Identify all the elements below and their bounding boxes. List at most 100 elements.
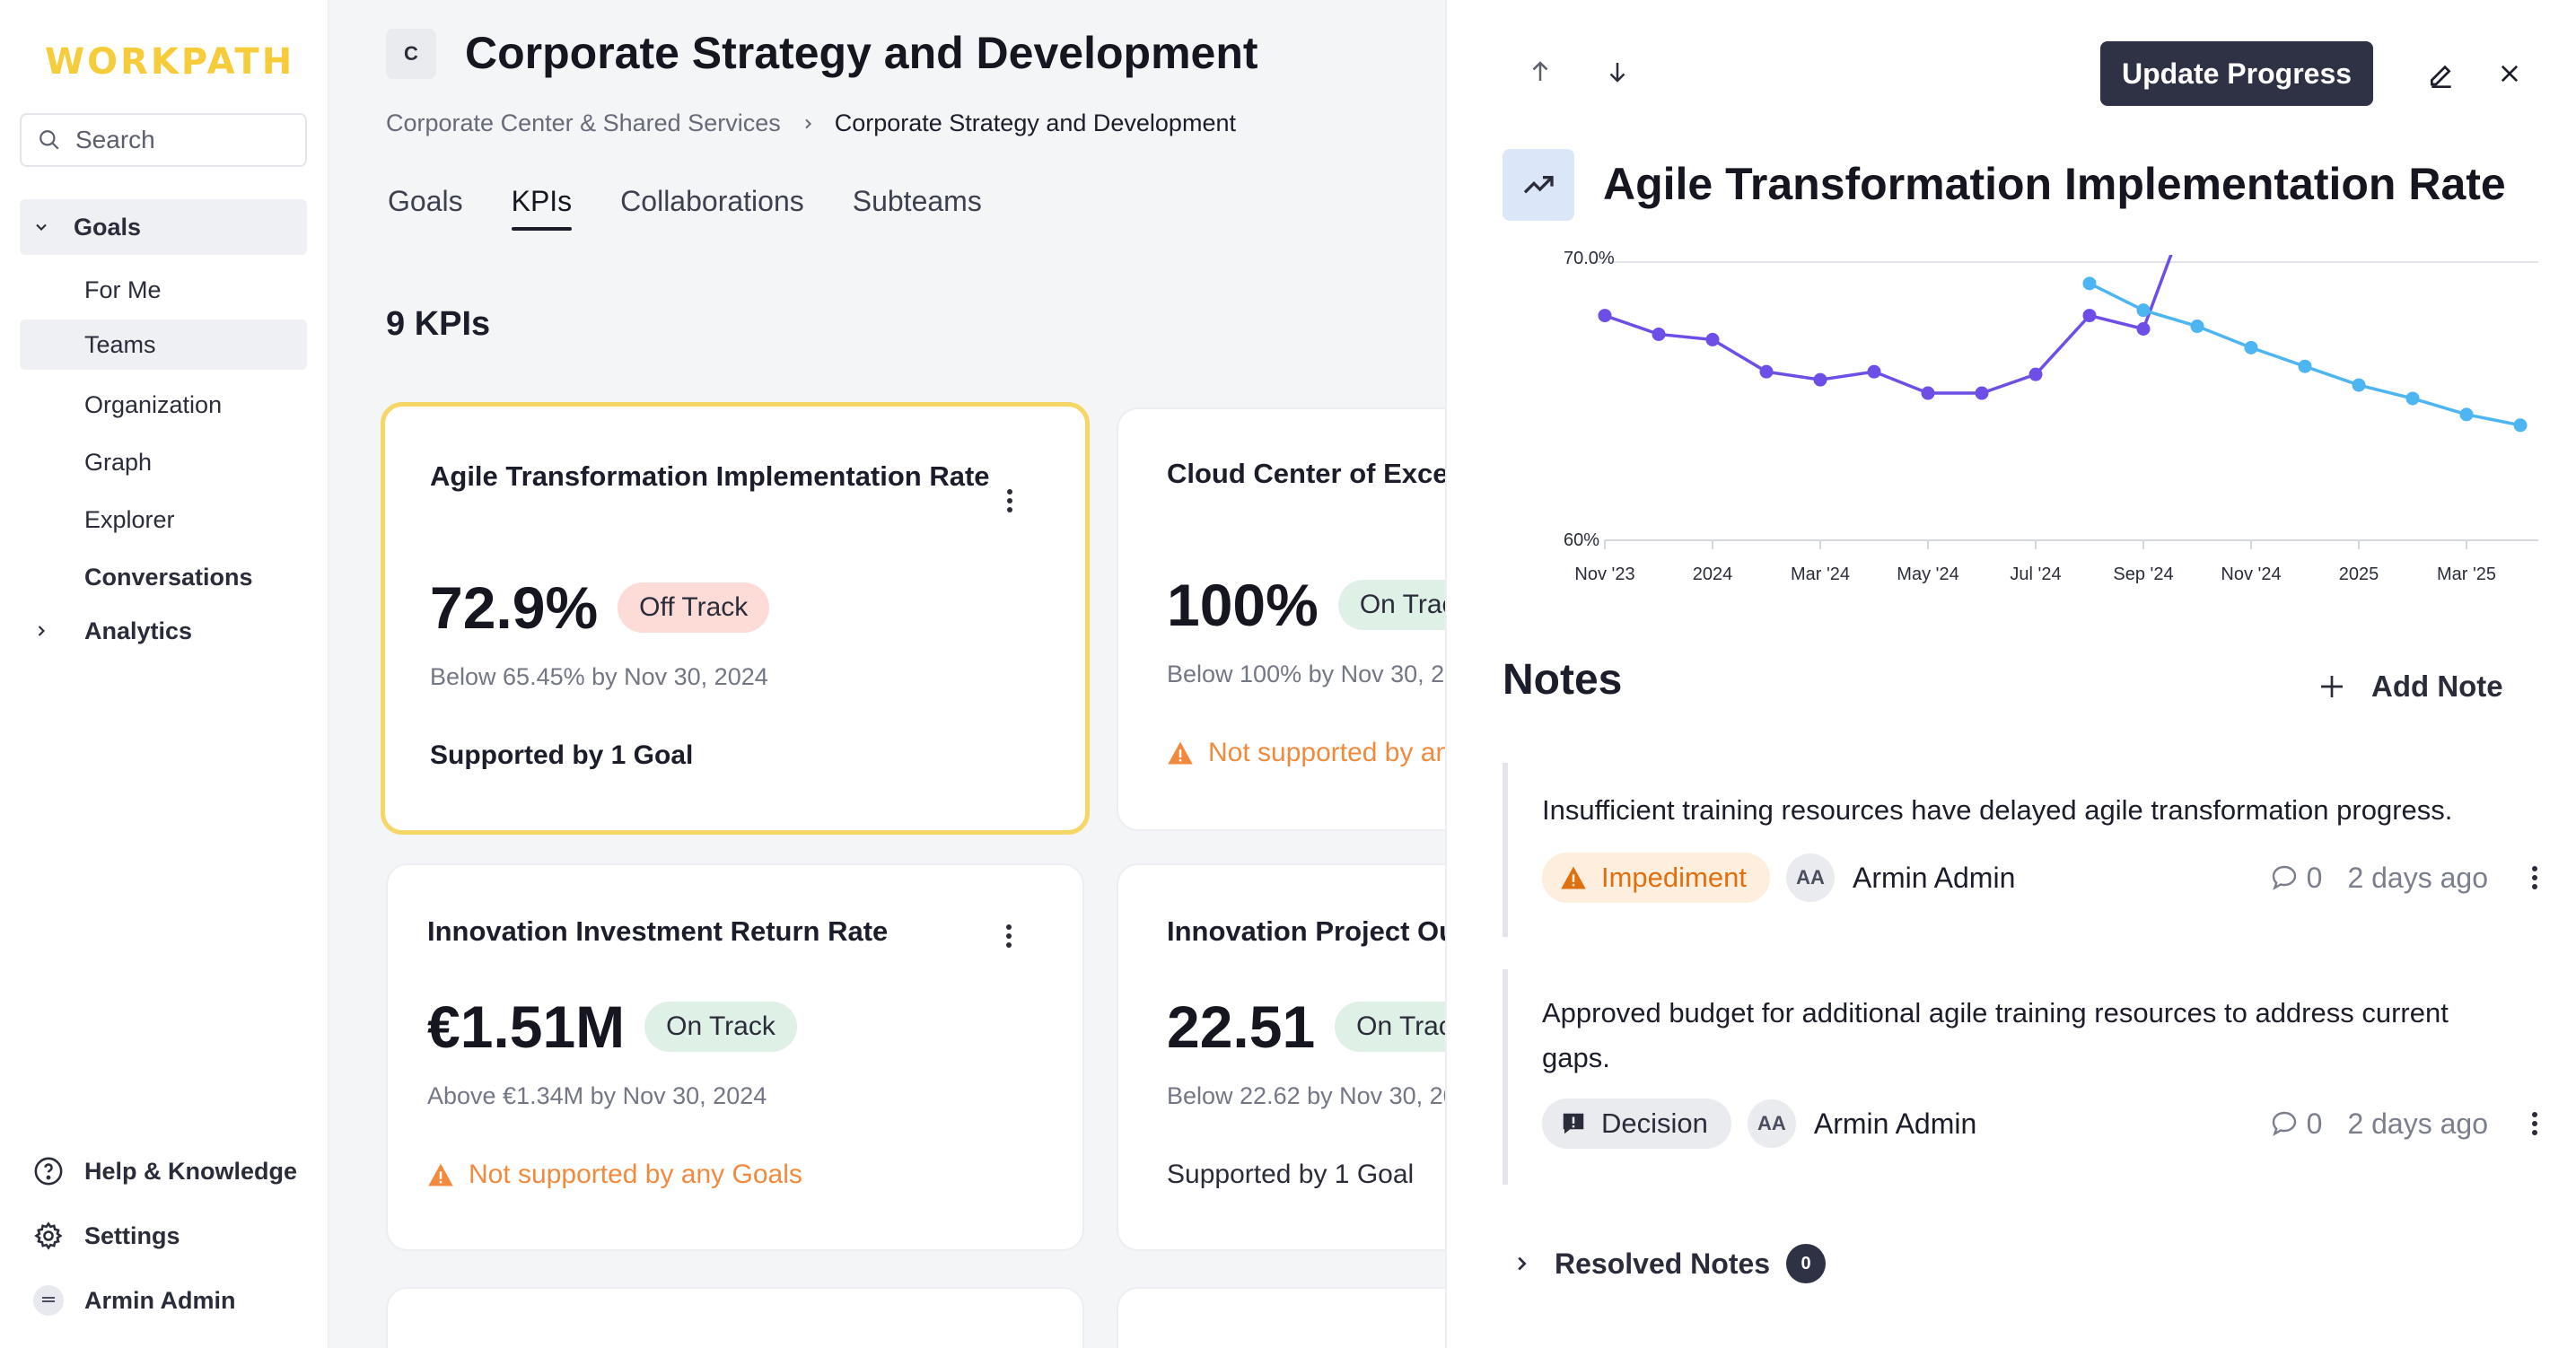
avatar: AA [1785, 853, 1835, 902]
kpi-card[interactable] [386, 1287, 1084, 1348]
sidebar-item-label: For Me [84, 276, 162, 303]
chart-data-point [2028, 367, 2043, 381]
chart-data-point [2513, 418, 2528, 433]
page-title: Corporate Strategy and Development [465, 28, 1258, 78]
help-icon [32, 1155, 65, 1187]
kpi-card[interactable]: Innovation Investment Return Rate €1.51M… [386, 863, 1084, 1251]
arrow-up-icon[interactable] [1519, 50, 1562, 93]
settings-label: Settings [84, 1221, 180, 1249]
chart-series-line [1604, 255, 2173, 395]
chart-x-tick-label: Mar '24 [1791, 565, 1850, 584]
sidebar-item-for-me[interactable]: For Me [20, 262, 307, 318]
sidebar-item-graph[interactable]: Graph [20, 434, 307, 490]
close-icon[interactable] [2488, 52, 2531, 95]
more-vertical-icon[interactable] [1006, 489, 1013, 517]
kpi-value: 100% [1167, 572, 1319, 638]
chart-data-point [2136, 322, 2151, 336]
kpi-card[interactable]: Agile Transformation Implementation Rate… [381, 402, 1090, 835]
sidebar-item-label: Organization [84, 390, 223, 418]
chart-data-point [2352, 378, 2366, 392]
team-avatar: C [386, 29, 436, 79]
status-badge: On Track [644, 1002, 797, 1052]
tab-goals[interactable]: Goals [388, 185, 463, 217]
note-item[interactable]: Approved budget for additional agile tra… [1503, 969, 2538, 1185]
chart-y-tick-label: 70.0% [1564, 251, 1615, 268]
sidebar-item-teams[interactable]: Teams [20, 319, 307, 370]
chart-data-point [1652, 327, 1666, 341]
tab-subteams[interactable]: Subteams [852, 185, 982, 217]
chevron-right-icon [801, 117, 815, 131]
arrow-down-icon[interactable] [1596, 50, 1639, 93]
chart-data-point [1975, 386, 1989, 400]
note-meta-right: 0 2 days ago [2269, 1107, 2538, 1141]
user-profile-link[interactable]: Armin Admin [32, 1278, 236, 1323]
more-vertical-icon[interactable] [2531, 866, 2538, 889]
comment-icon[interactable] [2269, 1109, 2300, 1138]
warning-icon [1168, 741, 1193, 765]
resolved-count-badge: 0 [1786, 1244, 1827, 1283]
tab-collaborations[interactable]: Collaborations [620, 185, 804, 217]
sidebar-item-explorer[interactable]: Explorer [20, 492, 307, 547]
kpi-card-title: Innovation Investment Return Rate [427, 915, 889, 947]
chart-data-point [2082, 276, 2097, 291]
workpath-logo[interactable]: WORKPATH [45, 41, 295, 83]
kpi-support-label: Supported by 1 Goal [430, 740, 694, 770]
search-icon [39, 130, 59, 150]
help-knowledge-link[interactable]: Help & Knowledge [32, 1149, 297, 1194]
comment-icon[interactable] [2269, 863, 2300, 892]
kpi-target: Above €1.34M by Nov 30, 2024 [427, 1082, 767, 1109]
kpi-value-row: 22.51 On Track [1167, 993, 1487, 1061]
user-name: Armin Admin [84, 1286, 236, 1314]
notes-title: Notes [1503, 656, 1623, 704]
chevron-right-icon [20, 622, 63, 640]
kpi-support[interactable]: Supported by 1 Goal [1167, 1160, 1414, 1190]
kpi-count: 9 KPIs [386, 305, 491, 343]
sidebar-item-analytics[interactable]: Analytics [20, 603, 307, 659]
more-vertical-icon[interactable] [2531, 1112, 2538, 1135]
avatar: AA [1747, 1099, 1796, 1148]
sidebar: WORKPATH Search Goals For Me Teams Organ… [0, 0, 329, 1348]
chart-data-point [1598, 309, 1612, 323]
breadcrumb-current: Corporate Strategy and Development [834, 109, 1236, 136]
note-tag-label: Impediment [1601, 862, 1747, 893]
settings-link[interactable]: Settings [32, 1213, 180, 1258]
note-time: 2 days ago [2347, 1107, 2488, 1140]
main-content: C Corporate Strategy and Development Cor… [329, 0, 1826, 1348]
search-input[interactable]: Search [20, 113, 307, 167]
edit-pencil-icon[interactable] [2420, 52, 2463, 95]
tabs: Goals KPIs Collaborations Subteams [388, 185, 1030, 231]
note-text: Insufficient training resources have del… [1542, 794, 2453, 826]
sidebar-item-organization[interactable]: Organization [20, 377, 307, 433]
chart-x-tick-label: 2024 [1693, 565, 1733, 584]
sidebar-item-label: Goals [74, 213, 142, 241]
sidebar-item-label: Graph [84, 448, 153, 476]
add-note-button[interactable]: Add Note [2318, 670, 2503, 704]
kpi-support[interactable]: Not supported by any Goals [427, 1160, 802, 1190]
tab-kpis[interactable]: KPIs [511, 185, 572, 231]
resolved-notes-toggle[interactable]: Resolved Notes 0 [1511, 1244, 1827, 1283]
avatar [32, 1284, 65, 1317]
kpi-card-title: Agile Transformation Implementation Rate [430, 460, 990, 492]
chevron-down-icon [20, 218, 63, 236]
kpi-support[interactable]: Supported by 1 Goal [430, 740, 693, 771]
update-progress-button[interactable]: Update Progress [2100, 41, 2373, 106]
chart-y-tick-label: 60% [1564, 530, 1599, 550]
plus-icon [2321, 676, 2343, 697]
kpi-value: €1.51M [427, 993, 626, 1060]
sidebar-item-conversations[interactable]: Conversations [20, 549, 307, 605]
note-item[interactable]: Insufficient training resources have del… [1503, 763, 2538, 937]
kpi-target: Below 65.45% by Nov 30, 2024 [430, 663, 768, 690]
chart-data-point [2405, 391, 2420, 406]
kpi-detail-panel: Update Progress Agile Transformation Imp… [1445, 0, 2576, 1348]
impediment-tag: Impediment [1542, 853, 1770, 903]
note-meta-right: 0 2 days ago [2269, 862, 2538, 895]
help-label: Help & Knowledge [84, 1157, 298, 1185]
chart-data-point [1759, 364, 1774, 379]
kpi-target: Below 100% by Nov 30, 2024 [1167, 661, 1485, 687]
chart-data-point [2190, 319, 2204, 334]
resolved-notes-label: Resolved Notes [1555, 1247, 1771, 1280]
more-vertical-icon[interactable] [1005, 924, 1012, 952]
sidebar-item-goals[interactable]: Goals [20, 199, 307, 255]
breadcrumb-parent[interactable]: Corporate Center & Shared Services [386, 109, 781, 136]
note-meta: Decision AA Armin Admin 0 2 days ago [1542, 1099, 2538, 1149]
